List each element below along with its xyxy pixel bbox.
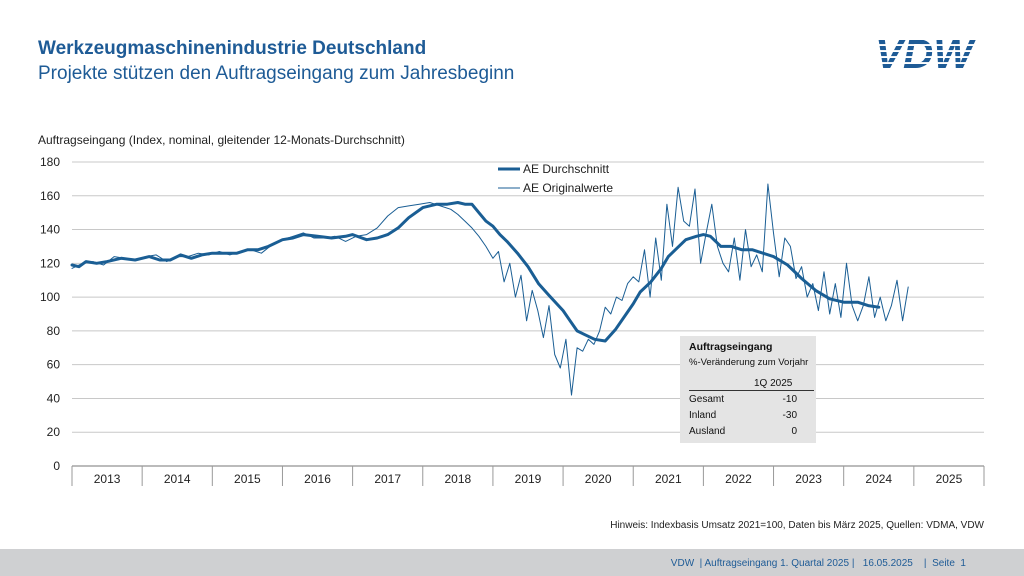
stat-row-value: -30 (782, 410, 797, 421)
vdw-logo-text: VDW (875, 34, 976, 74)
legend-label: AE Originalwerte (523, 181, 613, 195)
stat-row-label: Gesamt (689, 394, 725, 405)
x-tick-label: 2014 (164, 472, 191, 486)
x-tick-label: 2021 (655, 472, 682, 486)
stat-row-value: -10 (782, 394, 797, 405)
stat-row-ausland: Ausland 0 (689, 426, 797, 437)
x-tick-label: 2025 (936, 472, 963, 486)
x-tick-label: 2018 (444, 472, 471, 486)
y-tick-label: 140 (40, 223, 60, 237)
series-line-ae-durchschnitt (70, 201, 881, 343)
stat-row-value: 0 (791, 426, 797, 437)
y-tick-label: 120 (40, 256, 60, 270)
legend-label: AE Durchschnitt (523, 162, 610, 176)
y-tick-label: 180 (40, 155, 60, 169)
slide-title: Werkzeugmaschinenindustrie Deutschland (38, 38, 427, 59)
stat-box-column-header: 1Q 2025 (754, 378, 793, 389)
stat-row-label: Ausland (689, 426, 726, 437)
y-tick-label: 20 (47, 425, 61, 439)
stat-box-title: Auftragseingang (689, 341, 773, 353)
x-tick-label: 2019 (515, 472, 542, 486)
x-tick-label: 2024 (865, 472, 892, 486)
vdw-logo: VDW (875, 34, 976, 74)
y-tick-label: 40 (47, 391, 61, 405)
stat-row-inland: Inland -30 (689, 410, 797, 421)
footer-bar: VDW | Auftragseingang 1. Quartal 2025 | … (0, 549, 1024, 576)
stat-box: Auftragseingang %-Veränderung zum Vorjah… (680, 336, 816, 443)
x-tick-label: 2017 (374, 472, 401, 486)
x-tick-label: 2015 (234, 472, 261, 486)
y-tick-label: 160 (40, 189, 60, 203)
x-tick-label: 2020 (585, 472, 612, 486)
stat-row-gesamt: Gesamt -10 (689, 394, 797, 405)
stat-row-label: Inland (689, 410, 717, 421)
x-tick-label: 2023 (795, 472, 822, 486)
x-tick-label: 2016 (304, 472, 331, 486)
y-tick-label: 80 (47, 324, 61, 338)
stat-box-rule (689, 390, 814, 391)
y-tick-label: 60 (47, 358, 61, 372)
y-axis-label: Auftragseingang (Index, nominal, gleiten… (38, 133, 405, 147)
x-tick-label: 2013 (94, 472, 121, 486)
x-tick-label: 2022 (725, 472, 752, 486)
footer-text: VDW | Auftragseingang 1. Quartal 2025 | … (670, 558, 966, 569)
stat-box-subtitle: %-Veränderung zum Vorjahr (689, 357, 809, 368)
y-tick-label: 100 (40, 290, 60, 304)
source-note: Hinweis: Indexbasis Umsatz 2021=100, Dat… (610, 520, 984, 531)
slide-subtitle: Projekte stützen den Auftragseingang zum… (38, 63, 515, 84)
y-tick-label: 0 (53, 459, 60, 473)
